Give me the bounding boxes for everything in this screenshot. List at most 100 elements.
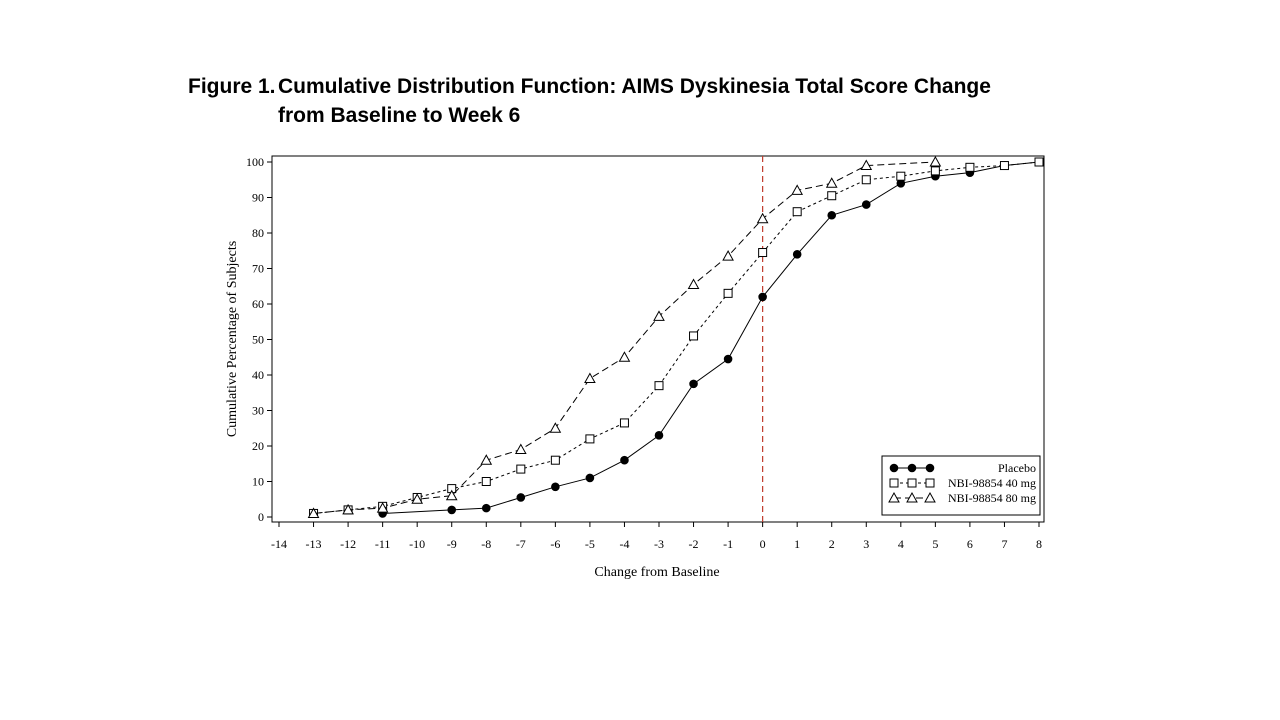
series-2-point (1034, 157, 1044, 167)
legend-marker (907, 478, 917, 488)
legend-marker (906, 491, 918, 503)
figure-title-line-1: Figure 1. Cumulative Distribution Functio… (188, 72, 1088, 101)
y-tick-label: 60 (252, 297, 264, 311)
series-3-point (929, 155, 942, 167)
y-axis-label: Cumulative Percentage of Subjects (225, 241, 240, 437)
figure-number: Figure 1. (188, 75, 276, 98)
x-tick-label: 1 (794, 537, 800, 551)
x-tick-label: 4 (898, 537, 904, 551)
x-tick-label: -12 (340, 537, 356, 551)
x-tick-label: -9 (447, 537, 457, 551)
y-tick-label: 50 (252, 333, 264, 347)
series-2-point (792, 207, 802, 217)
x-tick-label: 6 (967, 537, 973, 551)
series-1-point (792, 250, 802, 259)
legend-label: Placebo (998, 461, 1036, 475)
legend-label: NBI-98854 80 mg (948, 491, 1036, 505)
x-tick-label: 7 (1001, 537, 1007, 551)
x-tick-label: -10 (409, 537, 425, 551)
series-2-point (585, 434, 595, 444)
series-1-point (620, 455, 629, 465)
series-1-point (516, 493, 526, 502)
series-2-point (619, 418, 629, 428)
series-3-point (514, 443, 527, 455)
series-2-point (654, 381, 664, 391)
series-3-point (791, 184, 804, 195)
y-tick-label: 40 (252, 368, 264, 382)
legend-entry-2: NBI-98854 40 mg (889, 476, 1036, 490)
series-1-point (585, 473, 595, 483)
series-2-point (999, 161, 1009, 171)
series-3-point (307, 507, 320, 518)
series-3-point (756, 212, 769, 224)
x-tick-label: -14 (271, 537, 287, 551)
legend-marker (924, 491, 936, 503)
legend-marker (889, 478, 899, 488)
series-3 (307, 155, 942, 518)
series-1-point (827, 210, 837, 220)
series-3-point (687, 278, 700, 289)
y-tick-label: 10 (252, 475, 264, 489)
legend-marker (925, 463, 935, 473)
legend-marker (888, 491, 900, 503)
y-tick-label: 0 (258, 510, 264, 524)
y-tick-label: 70 (252, 262, 264, 276)
figure-title: Figure 1. Cumulative Distribution Functio… (188, 72, 1088, 130)
x-tick-label: -7 (516, 537, 526, 551)
x-tick-label: -13 (306, 537, 322, 551)
series-1-point (689, 379, 698, 389)
series-1-point (723, 354, 733, 364)
series-3-point (860, 159, 873, 171)
series-2-point (965, 162, 975, 172)
x-tick-label: -4 (619, 537, 629, 551)
x-tick-label: -1 (723, 537, 733, 551)
series-2-point (930, 166, 940, 176)
series-3-point (342, 503, 354, 515)
x-tick-label: 0 (760, 537, 766, 551)
figure-title-line-2: from Baseline to Week 6 (278, 104, 521, 127)
series-1-point (481, 503, 491, 513)
axes-layer: -14 -13 -12 -11 -10 -9 -8 -7 -6 -5 -4 -3 -2 -1 0 1 2 3 4 5 6… (246, 155, 1045, 551)
series-2-point (723, 288, 733, 298)
series-1-point (447, 505, 457, 515)
x-tick-label: -11 (375, 537, 391, 551)
x-tick-label: 8 (1036, 537, 1042, 551)
y-tick-label: 100 (246, 155, 264, 169)
x-tick-label: -3 (654, 537, 664, 551)
series-2-point (758, 248, 768, 258)
series-3-line (313, 161, 936, 514)
series-layer (307, 155, 1044, 518)
x-tick-label: -5 (585, 537, 595, 551)
x-tick-label: 2 (829, 537, 835, 551)
series-2-point (516, 464, 526, 474)
legend-marker (907, 463, 917, 473)
x-tick-label: -6 (550, 537, 560, 551)
series-2-point (896, 171, 906, 181)
x-tick-label: 3 (863, 537, 869, 551)
y-tick-label: 80 (252, 226, 264, 240)
series-1-point (654, 431, 664, 440)
figure-title-text-1: Cumulative Distribution Function: AIMS D… (278, 75, 991, 98)
y-tick-label: 90 (252, 191, 264, 205)
series-1-point (551, 482, 560, 492)
legend-entry-3: NBI-98854 80 mg (888, 491, 1036, 505)
series-2-point (481, 477, 491, 486)
series-3-point (584, 372, 596, 384)
x-tick-label: -2 (689, 537, 699, 551)
series-3-point (411, 493, 424, 504)
legend-marker (889, 463, 899, 473)
legend-entry-1: Placebo (889, 461, 1036, 475)
series-3-point (618, 351, 631, 362)
y-tick-label: 20 (252, 439, 264, 453)
series-3-point (480, 454, 493, 465)
series-3-point (445, 489, 458, 501)
series-2-point (689, 331, 699, 341)
x-axis-label: Change from Baseline (594, 565, 719, 580)
series-2-point (861, 175, 871, 185)
series-3-point (549, 422, 562, 433)
x-tick-label: -8 (481, 537, 491, 551)
series-3-point (653, 310, 665, 321)
x-tick-label: 5 (932, 537, 938, 551)
